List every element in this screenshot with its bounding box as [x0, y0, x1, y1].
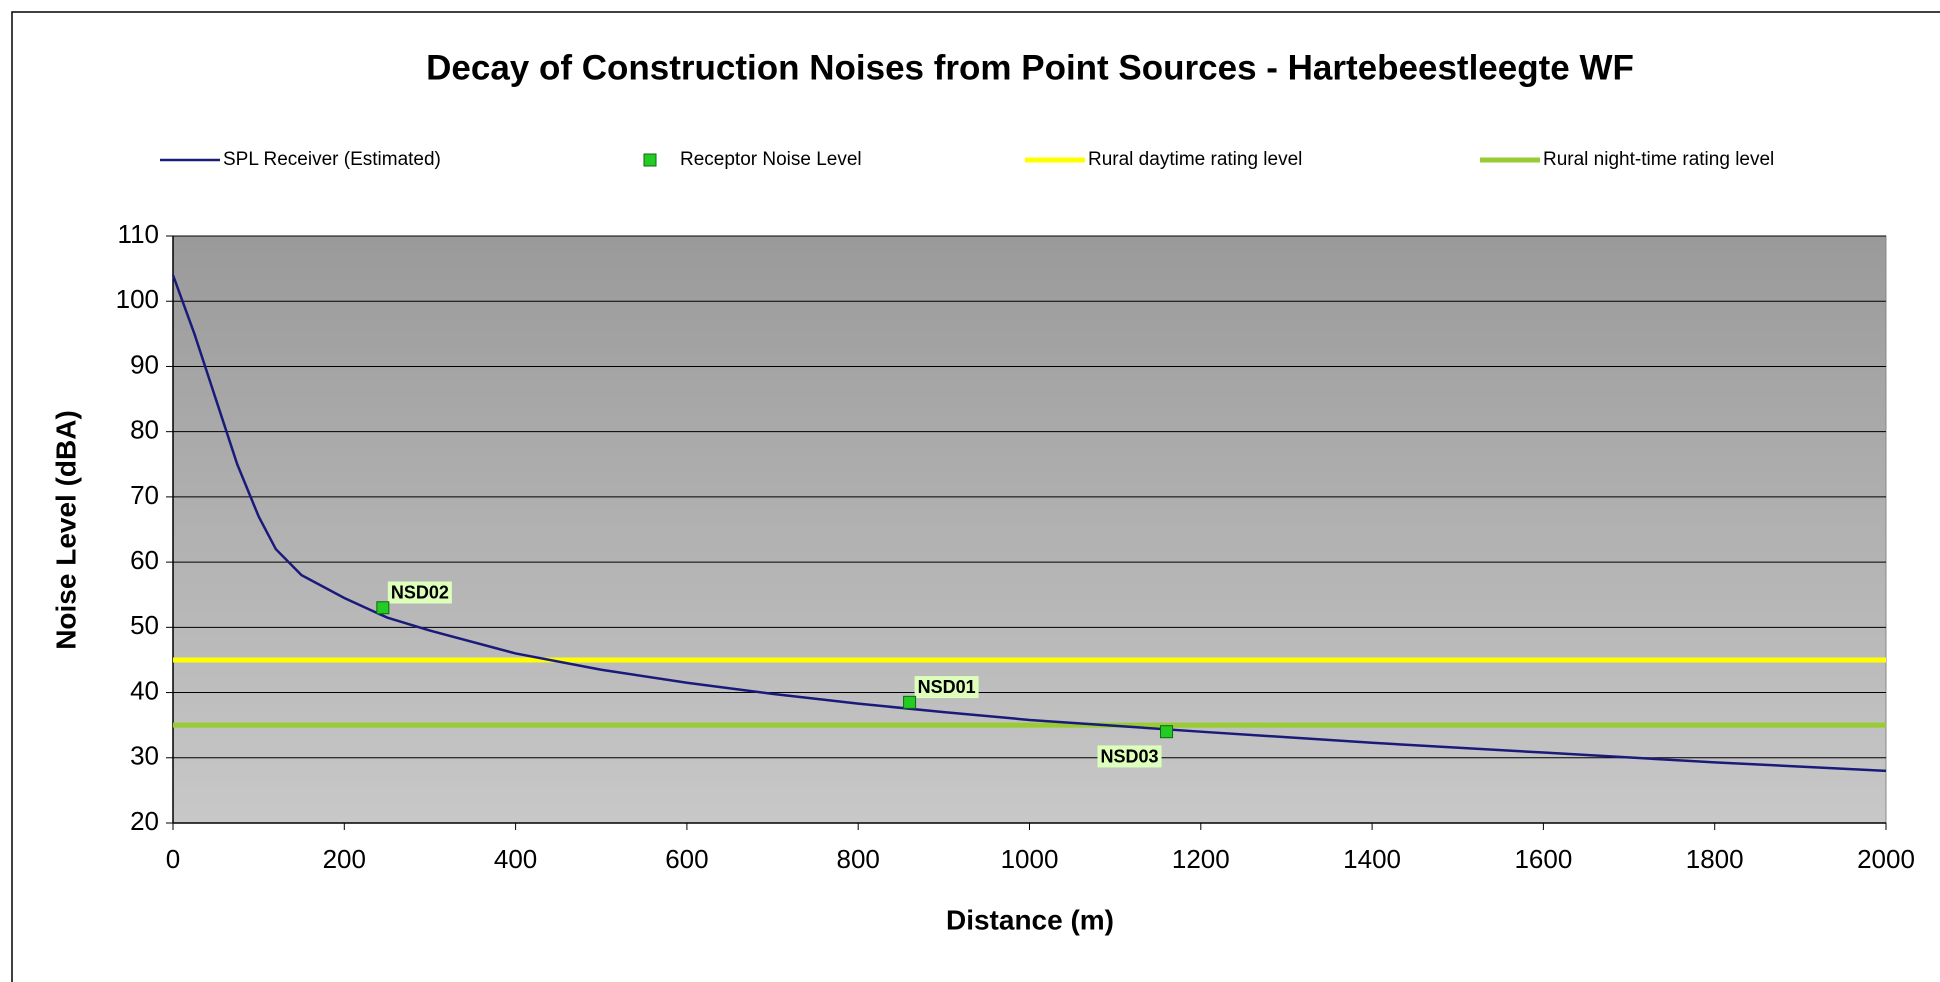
y-tick-label: 70 [130, 480, 159, 510]
x-tick-label: 1800 [1686, 844, 1744, 874]
point-label: NSD01 [918, 677, 976, 697]
x-tick-label: 1400 [1343, 844, 1401, 874]
x-tick-label: 200 [323, 844, 366, 874]
y-tick-label: 50 [130, 610, 159, 640]
y-tick-label: 20 [130, 806, 159, 836]
y-axis-label: Noise Level (dBA) [50, 410, 81, 650]
receptor-point [903, 695, 917, 709]
point-label-bg [1097, 745, 1162, 768]
legend-swatch [643, 153, 657, 167]
y-tick-label: 60 [130, 545, 159, 575]
plot-area [172, 235, 1887, 824]
x-tick-label: 800 [837, 844, 880, 874]
point-label-bg [387, 581, 452, 604]
y-tick-label: 110 [118, 219, 159, 249]
x-tick-label: 1000 [1001, 844, 1059, 874]
legend-label: Rural night-time rating level [1543, 149, 1774, 170]
point-label-bg [914, 676, 979, 699]
x-tick-label: 600 [665, 844, 708, 874]
y-tick-label: 90 [130, 349, 159, 379]
x-tick-label: 1200 [1172, 844, 1230, 874]
point-label: NSD03 [1101, 746, 1159, 766]
y-tick-label: 40 [130, 675, 159, 705]
y-tick-label: 30 [130, 741, 159, 771]
legend-label: Rural daytime rating level [1088, 149, 1302, 170]
x-tick-label: 2000 [1857, 844, 1915, 874]
legend-label: Receptor Noise Level [680, 149, 862, 170]
point-label: NSD02 [391, 583, 449, 603]
chart-title: Decay of Construction Noises from Point … [426, 48, 1634, 87]
y-tick-label: 100 [116, 284, 159, 314]
x-tick-label: 400 [494, 844, 537, 874]
x-tick-label: 1600 [1514, 844, 1572, 874]
x-tick-label: 0 [166, 844, 180, 874]
receptor-point [376, 601, 390, 615]
y-tick-label: 80 [130, 415, 159, 445]
series-line [171, 274, 1887, 773]
x-axis-label: Distance (m) [946, 904, 1114, 935]
legend-label: SPL Receiver (Estimated) [223, 149, 441, 170]
receptor-point [1160, 725, 1174, 739]
